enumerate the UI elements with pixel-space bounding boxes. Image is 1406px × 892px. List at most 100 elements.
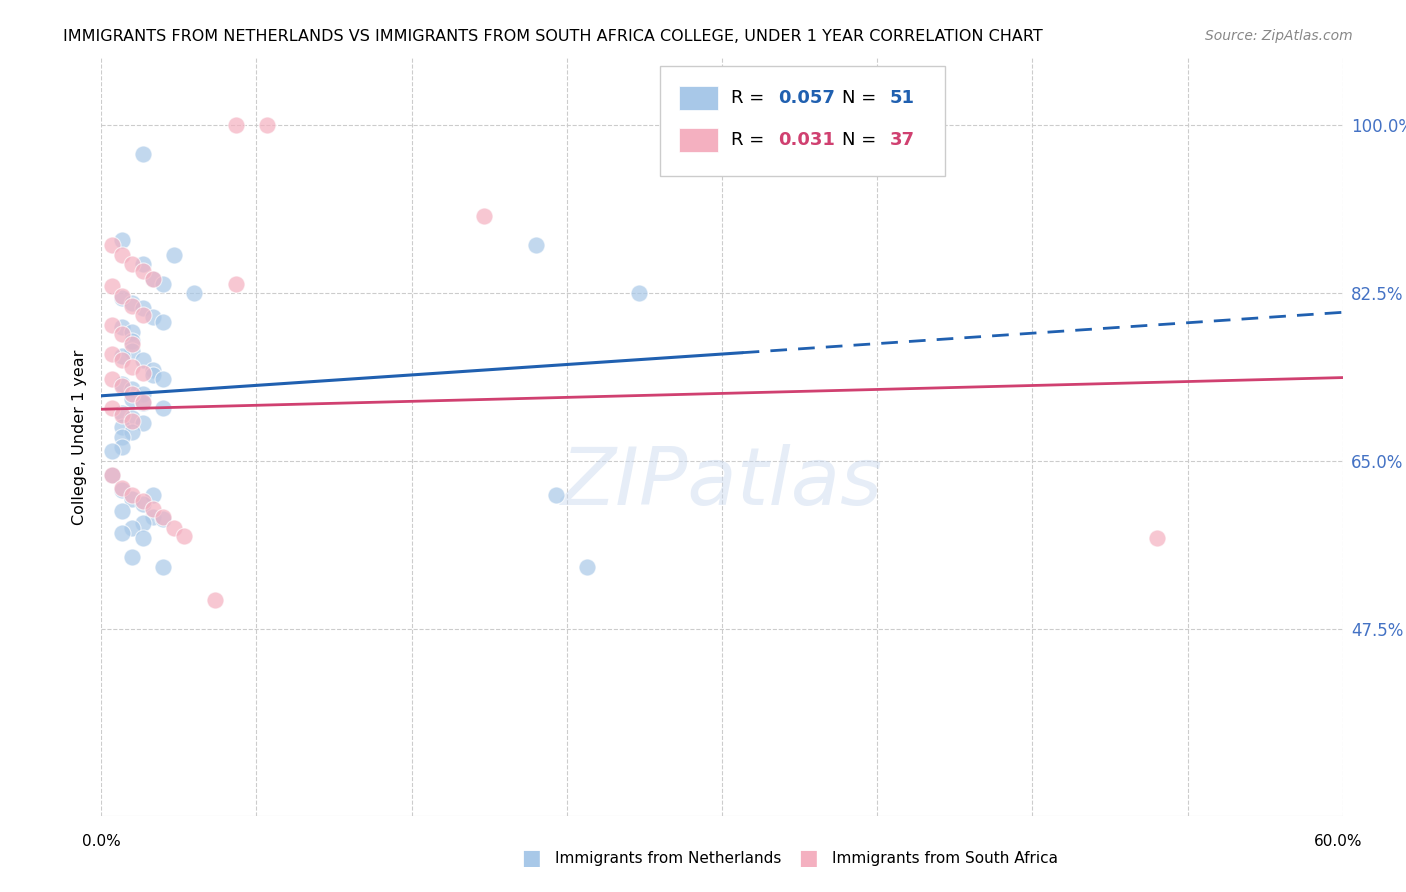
Point [163, 521, 186, 535]
Text: 60.0%: 60.0% [1315, 834, 1362, 848]
Point [111, 504, 134, 518]
Text: N =: N = [842, 131, 883, 149]
Point [131, 497, 153, 511]
Point [142, 488, 165, 502]
Point [121, 334, 143, 348]
Point [121, 492, 143, 507]
Point [142, 502, 165, 516]
Text: ■: ■ [522, 848, 541, 868]
Point [131, 147, 153, 161]
Point [121, 295, 143, 310]
Point [131, 264, 153, 278]
Point [100, 346, 122, 360]
Point [142, 368, 165, 382]
Point [204, 593, 226, 607]
Point [111, 319, 134, 334]
Point [121, 325, 143, 339]
Point [131, 366, 153, 380]
Point [100, 372, 122, 386]
Text: 0.031: 0.031 [778, 131, 835, 149]
Text: 37: 37 [890, 131, 914, 149]
Point [225, 277, 247, 291]
Point [472, 210, 495, 224]
Point [100, 318, 122, 332]
Point [131, 387, 153, 401]
Point [111, 526, 134, 541]
Point [131, 494, 153, 508]
Point [173, 529, 195, 543]
Point [121, 488, 143, 502]
Point [100, 401, 122, 416]
Point [225, 118, 247, 132]
Point [100, 238, 122, 252]
Point [546, 488, 568, 502]
Point [183, 286, 205, 301]
Point [131, 516, 153, 531]
Point [111, 248, 134, 262]
Point [256, 118, 278, 132]
Point [100, 468, 122, 483]
Point [100, 468, 122, 483]
Point [163, 248, 186, 262]
Text: ■: ■ [799, 848, 818, 868]
Point [111, 377, 134, 392]
Point [152, 511, 174, 525]
Point [576, 559, 599, 574]
Point [111, 483, 134, 497]
Point [121, 425, 143, 440]
Text: R =: R = [731, 89, 769, 107]
Point [111, 420, 134, 434]
Point [111, 406, 134, 420]
Point [121, 257, 143, 271]
Point [111, 408, 134, 422]
Point [142, 509, 165, 524]
Point [142, 363, 165, 377]
Point [131, 308, 153, 322]
Point [142, 271, 165, 285]
Point [111, 233, 134, 247]
Point [131, 396, 153, 410]
Point [152, 315, 174, 329]
Point [524, 238, 547, 252]
Point [111, 379, 134, 393]
Point [111, 440, 134, 454]
Point [121, 387, 143, 401]
Text: 51: 51 [890, 89, 914, 107]
Point [131, 301, 153, 315]
FancyBboxPatch shape [659, 65, 945, 176]
Point [111, 289, 134, 303]
Text: N =: N = [842, 89, 883, 107]
Text: IMMIGRANTS FROM NETHERLANDS VS IMMIGRANTS FROM SOUTH AFRICA COLLEGE, UNDER 1 YEA: IMMIGRANTS FROM NETHERLANDS VS IMMIGRANT… [63, 29, 1043, 44]
Point [628, 286, 651, 301]
Point [111, 349, 134, 363]
Text: Immigrants from Netherlands: Immigrants from Netherlands [555, 851, 782, 865]
FancyBboxPatch shape [679, 128, 718, 152]
Point [111, 481, 134, 495]
Point [131, 416, 153, 430]
Point [131, 353, 153, 368]
Point [152, 372, 174, 386]
Point [121, 382, 143, 396]
Y-axis label: College, Under 1 year: College, Under 1 year [72, 350, 87, 524]
Point [152, 559, 174, 574]
Point [152, 509, 174, 524]
Point [131, 531, 153, 545]
Point [111, 291, 134, 305]
Point [121, 521, 143, 535]
Point [121, 337, 143, 351]
Text: Source: ZipAtlas.com: Source: ZipAtlas.com [1205, 29, 1353, 43]
Point [121, 410, 143, 425]
Point [152, 401, 174, 416]
Point [1146, 531, 1168, 545]
Point [111, 327, 134, 342]
Point [142, 271, 165, 285]
Text: R =: R = [731, 131, 769, 149]
Point [100, 279, 122, 293]
Point [142, 310, 165, 325]
Point [131, 394, 153, 409]
Point [121, 299, 143, 313]
Point [111, 353, 134, 368]
Point [100, 444, 122, 458]
Text: ZIPatlas: ZIPatlas [561, 443, 883, 522]
Point [121, 359, 143, 374]
